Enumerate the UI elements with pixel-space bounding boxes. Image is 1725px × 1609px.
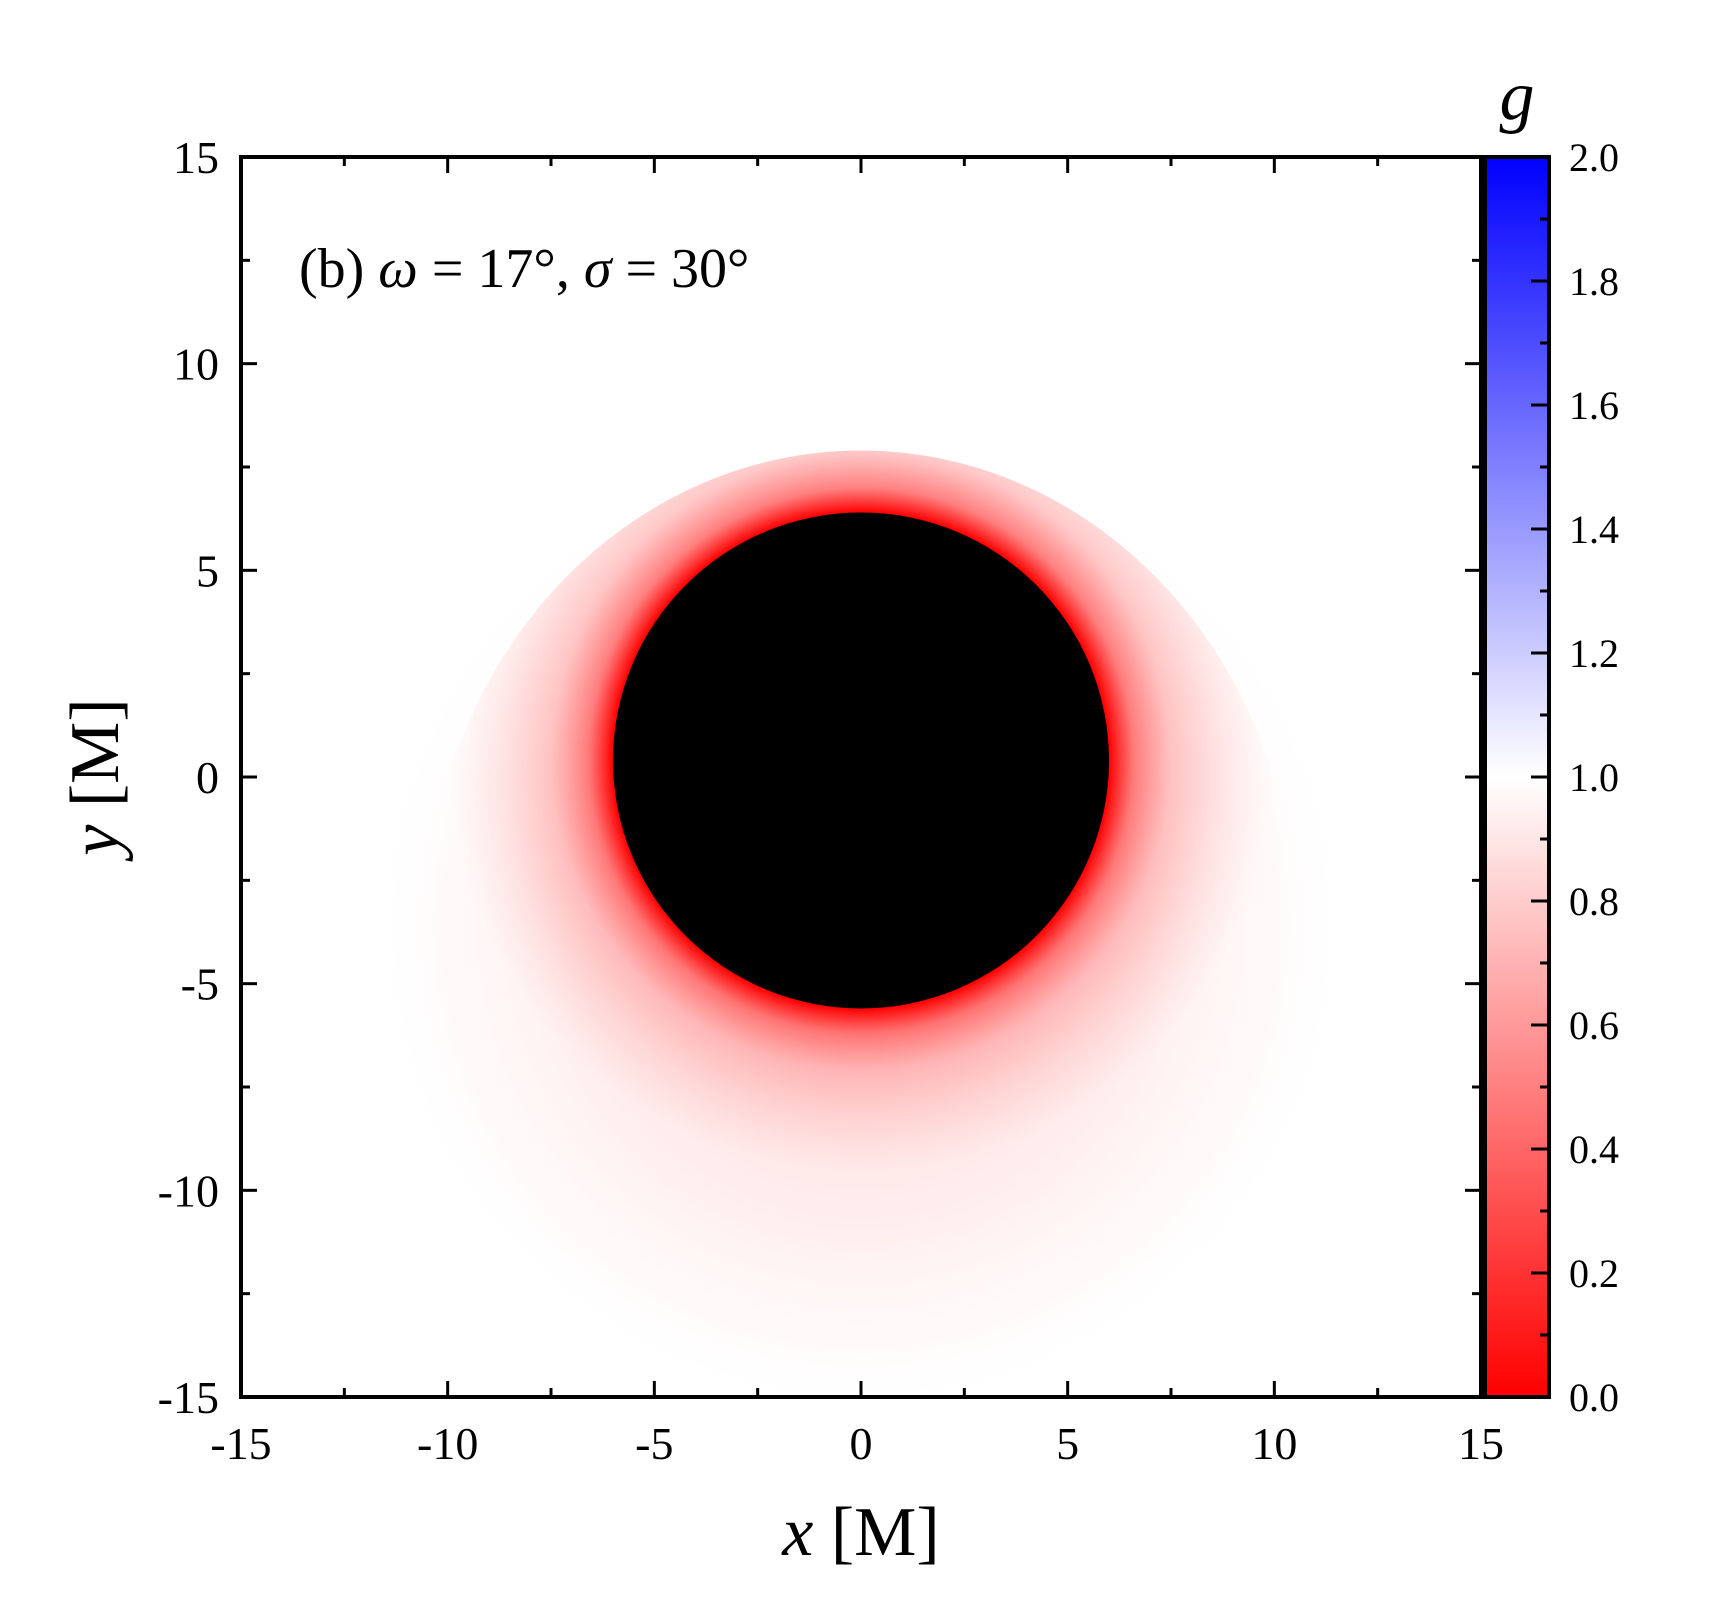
y-tick-label: 5 bbox=[196, 545, 219, 596]
y-axis-unit: [M] bbox=[57, 698, 134, 824]
colorbar-tick-label: 0.6 bbox=[1569, 1003, 1619, 1048]
panel-annotation: (b) ω = 17°, σ = 30° bbox=[299, 238, 749, 300]
black-hole-shadow bbox=[613, 512, 1109, 1009]
sigma-value: = 30° bbox=[611, 238, 749, 300]
x-tick-label: 15 bbox=[1458, 1418, 1504, 1469]
omega-symbol: ω bbox=[378, 238, 418, 300]
x-tick-label: 10 bbox=[1251, 1418, 1297, 1469]
x-axis-title: x [M] bbox=[781, 1494, 939, 1571]
y-tick-label: -15 bbox=[158, 1372, 219, 1423]
x-tick-label: -15 bbox=[210, 1418, 271, 1469]
x-tick-label: 0 bbox=[850, 1418, 873, 1469]
colorbar-tick-label: 1.6 bbox=[1569, 383, 1619, 428]
x-axis-unit: [M] bbox=[813, 1494, 939, 1571]
x-tick-label: -5 bbox=[635, 1418, 673, 1469]
colorbar-tick-label: 0.0 bbox=[1569, 1375, 1619, 1420]
omega-value: = 17°, bbox=[418, 238, 584, 300]
colorbar-tick-label: 1.8 bbox=[1569, 259, 1619, 304]
axis-ticks bbox=[239, 155, 1483, 1399]
sigma-symbol: σ bbox=[584, 238, 614, 300]
colorbar-tick-label: 2.0 bbox=[1569, 135, 1619, 180]
heatmap-image bbox=[241, 157, 1481, 1397]
x-axis-variable: x bbox=[781, 1494, 813, 1571]
y-axis-variable: y bbox=[57, 824, 134, 862]
x-tick-label: 5 bbox=[1056, 1418, 1079, 1469]
colorbar-ticks bbox=[1531, 155, 1549, 1399]
y-axis-title: y [M] bbox=[57, 698, 134, 861]
panel-label: (b) bbox=[299, 238, 378, 300]
colorbar-tick-label: 1.0 bbox=[1569, 755, 1619, 800]
y-tick-label: 10 bbox=[173, 339, 219, 390]
y-tick-label: -10 bbox=[158, 1165, 219, 1216]
y-tick-label: 0 bbox=[196, 752, 219, 803]
colorbar-tick-labels: 0.0 0.2 0.4 0.6 0.8 1.0 1.2 1.4 1.6 1.8 2.0 bbox=[1569, 135, 1619, 1420]
colorbar-tick-label: 0.8 bbox=[1569, 879, 1619, 924]
x-tick-label: -10 bbox=[417, 1418, 478, 1469]
y-tick-label: -5 bbox=[181, 959, 219, 1010]
colorbar-title: g bbox=[1500, 58, 1535, 135]
colorbar-tick-label: 1.4 bbox=[1569, 507, 1619, 552]
axis-tick-labels: -15 -10 -5 0 5 10 15 -15 -10 -5 0 5 10 15 bbox=[158, 132, 1504, 1469]
y-tick-label: 15 bbox=[173, 132, 219, 183]
colorbar-tick-label: 1.2 bbox=[1569, 631, 1619, 676]
colorbar-tick-label: 0.4 bbox=[1569, 1127, 1619, 1172]
colorbar-tick-label: 0.2 bbox=[1569, 1251, 1619, 1296]
